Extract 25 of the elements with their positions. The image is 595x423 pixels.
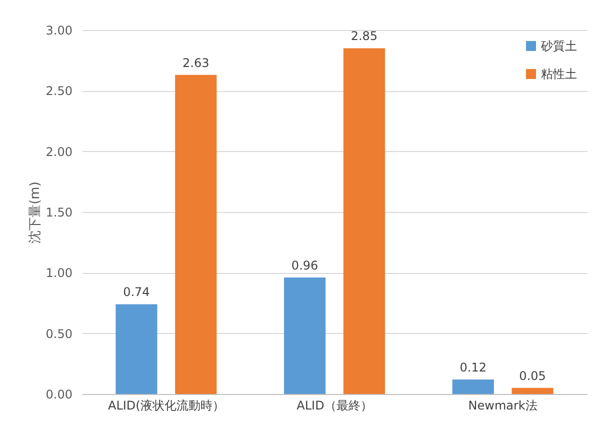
y-axis-title: 沈下量(m)	[28, 182, 43, 244]
data-label: 0.96	[291, 258, 318, 273]
bar	[284, 278, 326, 394]
y-tick-label: 2.50	[46, 84, 72, 98]
x-tick-label: Newmark法	[468, 398, 538, 412]
y-tick-label: 1.50	[46, 206, 72, 220]
data-label: 0.05	[519, 368, 546, 383]
bar	[452, 379, 494, 394]
data-label: 2.63	[182, 56, 210, 70]
bar	[116, 304, 158, 394]
x-tick-label: ALID（最終）	[296, 398, 372, 412]
data-label: 0.12	[460, 360, 486, 374]
legend-label: 砂質土	[540, 39, 577, 53]
y-tick-label: 3.00	[46, 24, 72, 38]
data-label: 2.85	[350, 29, 378, 44]
y-tick-label: 1.00	[46, 266, 72, 280]
bar	[512, 388, 554, 394]
y-tick-label: 0.00	[46, 388, 72, 402]
y-tick-label: 2.00	[46, 144, 72, 159]
y-tick-label: 0.50	[46, 326, 72, 341]
data-label: 0.74	[123, 285, 150, 300]
bar	[175, 74, 217, 394]
x-tick-label: ALID(液状化流動時）	[108, 398, 224, 412]
bar	[343, 48, 385, 394]
legend-label: 粘性土	[541, 67, 577, 81]
